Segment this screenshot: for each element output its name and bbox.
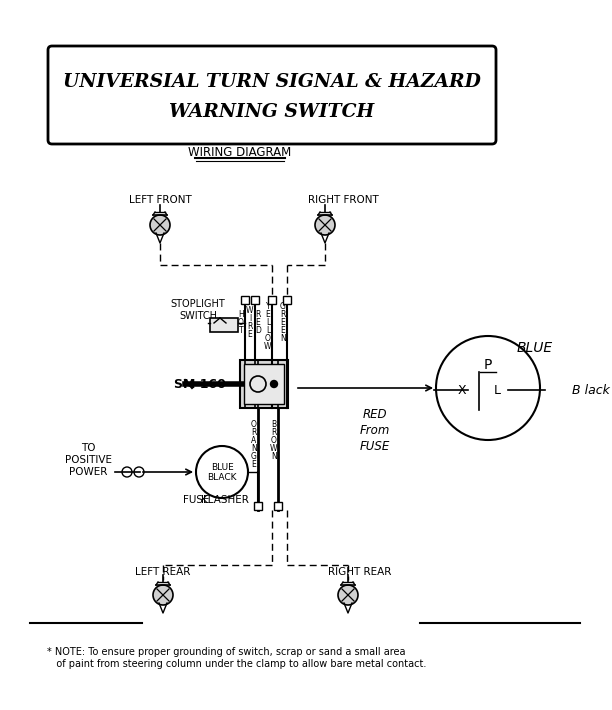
Text: H: H <box>238 310 244 319</box>
Text: E: E <box>252 460 256 469</box>
Text: E: E <box>281 318 285 327</box>
Text: RIGHT REAR: RIGHT REAR <box>328 567 392 577</box>
Text: KLASHER: KLASHER <box>201 495 249 505</box>
Text: WIRING DIAGRAM: WIRING DIAGRAM <box>188 146 292 160</box>
Text: R: R <box>247 322 253 331</box>
Text: O: O <box>271 436 277 445</box>
Text: O: O <box>251 420 257 429</box>
Text: Y: Y <box>266 302 271 311</box>
Text: BLUE: BLUE <box>211 462 233 471</box>
Circle shape <box>153 585 173 605</box>
Text: N: N <box>280 334 286 343</box>
Text: LEFT FRONT: LEFT FRONT <box>129 195 192 205</box>
Text: L: L <box>266 318 270 327</box>
Bar <box>241 296 249 304</box>
Text: TO
POSITIVE
POWER: TO POSITIVE POWER <box>64 442 111 477</box>
Text: P: P <box>484 358 492 372</box>
Text: B lack: B lack <box>572 383 610 396</box>
Text: SM 160: SM 160 <box>174 378 226 391</box>
Text: L: L <box>266 326 270 335</box>
Text: G: G <box>280 302 286 311</box>
Bar <box>240 360 288 408</box>
Circle shape <box>271 381 277 388</box>
Text: T: T <box>239 326 244 335</box>
Text: RED
From
FUSE: RED From FUSE <box>360 408 390 452</box>
Text: N: N <box>271 452 277 461</box>
Bar <box>244 364 284 404</box>
Circle shape <box>150 215 170 235</box>
Text: E: E <box>248 330 252 339</box>
Text: E: E <box>256 318 260 327</box>
Bar <box>254 502 262 510</box>
Bar <box>283 296 291 304</box>
Text: R: R <box>280 310 286 319</box>
Text: O: O <box>238 318 244 327</box>
Text: * NOTE: To ensure proper grounding of switch, scrap or sand a small area
   of p: * NOTE: To ensure proper grounding of sw… <box>47 647 427 669</box>
Text: WARNING SWITCH: WARNING SWITCH <box>170 103 375 121</box>
Bar <box>210 318 238 332</box>
Text: UNIVERSIAL TURN SIGNAL & HAZARD: UNIVERSIAL TURN SIGNAL & HAZARD <box>63 73 481 91</box>
Text: STOPLIGHT
SWITCH: STOPLIGHT SWITCH <box>171 299 225 321</box>
Circle shape <box>315 215 335 235</box>
Bar <box>274 502 282 510</box>
Text: W: W <box>264 342 272 351</box>
Text: RIGHT FRONT: RIGHT FRONT <box>308 195 378 205</box>
FancyBboxPatch shape <box>48 46 496 144</box>
Text: W: W <box>246 306 254 315</box>
Text: FUSE: FUSE <box>183 495 209 505</box>
Text: B: B <box>272 420 277 429</box>
Text: O: O <box>265 334 271 343</box>
Text: G: G <box>251 452 257 461</box>
Bar <box>268 296 276 304</box>
Text: L: L <box>493 383 501 396</box>
Text: BLACK: BLACK <box>207 472 237 481</box>
Text: X: X <box>458 383 466 396</box>
Text: R: R <box>255 310 261 319</box>
Text: LEFT REAR: LEFT REAR <box>135 567 191 577</box>
Circle shape <box>338 585 358 605</box>
Text: R: R <box>252 428 256 437</box>
Text: W: W <box>271 444 278 453</box>
Text: N: N <box>251 444 257 453</box>
Text: D: D <box>255 326 261 335</box>
Text: BLUE: BLUE <box>517 341 553 355</box>
Text: A: A <box>252 436 256 445</box>
Text: R: R <box>271 428 277 437</box>
Text: I: I <box>249 314 251 323</box>
Bar <box>251 296 259 304</box>
Text: E: E <box>266 310 271 319</box>
Text: E: E <box>281 326 285 335</box>
